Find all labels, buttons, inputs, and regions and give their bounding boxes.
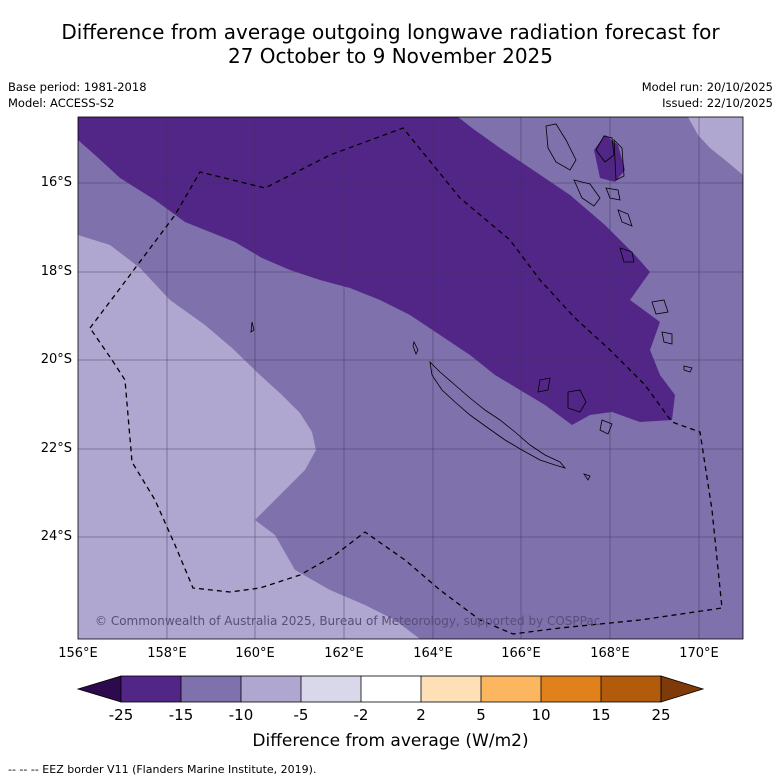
islet <box>412 340 419 355</box>
loyalty-islands <box>599 419 613 435</box>
colorbar-label: 25 <box>651 706 671 724</box>
loyalty-islands <box>567 389 587 413</box>
colorbar-label: 5 <box>476 706 486 724</box>
lat-label-22s: 22°S <box>40 441 72 456</box>
lat-label-20s: 20°S <box>40 352 72 367</box>
title-line-2: 27 October to 9 November 2025 <box>227 44 554 68</box>
lon-label-158e: 158°E <box>147 646 187 661</box>
colorbar-bin <box>301 676 361 702</box>
colorbar-bin <box>421 676 481 702</box>
colorbar-label: -25 <box>108 706 134 724</box>
copyright-text: © Commonwealth of Australia 2025, Bureau… <box>95 614 601 628</box>
map-frame <box>77 116 744 640</box>
colorbar-bin <box>361 676 421 702</box>
colorbar-label: 10 <box>531 706 551 724</box>
vanuatu-island <box>573 179 601 207</box>
eez-border <box>89 127 723 635</box>
colorbar-bin <box>601 676 661 702</box>
lat-label-18s: 18°S <box>40 264 72 279</box>
colorbar-bin <box>481 676 541 702</box>
lon-label-166e: 166°E <box>501 646 541 661</box>
graticule <box>78 117 743 639</box>
colorbar-label: 15 <box>591 706 611 724</box>
anomaly-band-minus10-to-minus5-west <box>78 235 420 639</box>
anomaly-band-minus10-to-minus5-ne <box>688 117 743 175</box>
colorbar-arrow-low <box>76 675 122 703</box>
colorbar-label: -5 <box>293 706 309 724</box>
vanuatu-island <box>605 187 621 201</box>
lat-label-24s: 24°S <box>40 529 72 544</box>
colorbar-bin <box>181 676 241 702</box>
title-line-1: Difference from average outgoing longwav… <box>61 20 720 44</box>
lon-label-162e: 162°E <box>324 646 364 661</box>
lon-label-164e: 164°E <box>413 646 453 661</box>
anomaly-band-below-minus15 <box>78 117 675 425</box>
map-area <box>78 117 743 639</box>
map-title: Difference from average outgoing longwav… <box>0 20 781 68</box>
colorbar-label: -10 <box>228 706 254 724</box>
colorbar-frame <box>120 675 662 703</box>
eez-footnote: -- -- -- EEZ border V11 (Flanders Marine… <box>8 763 317 776</box>
issued-text: Issued: 22/10/2025 <box>662 96 773 110</box>
vanuatu-island <box>617 209 633 227</box>
colorbar-label: 2 <box>416 706 426 724</box>
vanuatu-island <box>651 299 669 315</box>
vanuatu-island <box>661 331 673 345</box>
vanuatu-island <box>545 123 577 171</box>
colorbar-bin <box>241 676 301 702</box>
base-period-text: Base period: 1981-2018 <box>8 80 147 94</box>
colorbar-label: -2 <box>353 706 369 724</box>
loyalty-islands <box>537 377 551 393</box>
lat-label-16s: 16°S <box>40 175 72 190</box>
vanuatu-island <box>595 135 615 163</box>
islet <box>250 321 255 333</box>
vanuatu-island <box>619 247 635 263</box>
model-text: Model: ACCESS-S2 <box>8 96 115 110</box>
lon-label-168e: 168°E <box>590 646 630 661</box>
islet <box>683 365 693 373</box>
new-caledonia-island <box>429 360 567 469</box>
islet <box>583 473 591 481</box>
lon-label-170e: 170°E <box>679 646 719 661</box>
colorbar-bin <box>121 676 181 702</box>
model-run-text: Model run: 20/10/2025 <box>641 80 773 94</box>
colorbar-bin <box>541 676 601 702</box>
colorbar-arrow-high <box>660 675 705 703</box>
colorbar <box>76 675 705 703</box>
colorbar-label: -15 <box>168 706 194 724</box>
vanuatu-island <box>613 138 625 181</box>
lon-label-156e: 156°E <box>58 646 98 661</box>
info-left: Base period: 1981-2018 Model: ACCESS-S2 <box>8 79 147 111</box>
lon-label-160e: 160°E <box>235 646 275 661</box>
colorbar-title: Difference from average (W/m2) <box>252 731 529 751</box>
info-right: Model run: 20/10/2025 Issued: 22/10/2025 <box>642 79 773 111</box>
